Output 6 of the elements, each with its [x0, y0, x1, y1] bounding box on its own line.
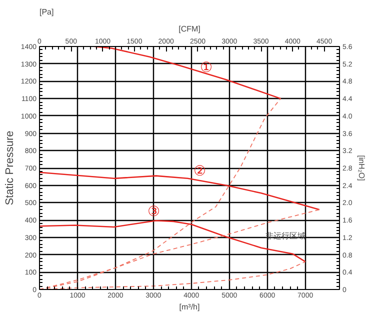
- y-axis-title: Static Pressure: [4, 130, 16, 206]
- y2-axis-title: [inH₂O]: [357, 155, 366, 181]
- x2-axis-title: [CFM]: [178, 24, 200, 34]
- text: [Pa]: [40, 8, 54, 16]
- x-axis-title: [m³/h]: [179, 302, 200, 312]
- annotation: ①: [200, 59, 214, 76]
